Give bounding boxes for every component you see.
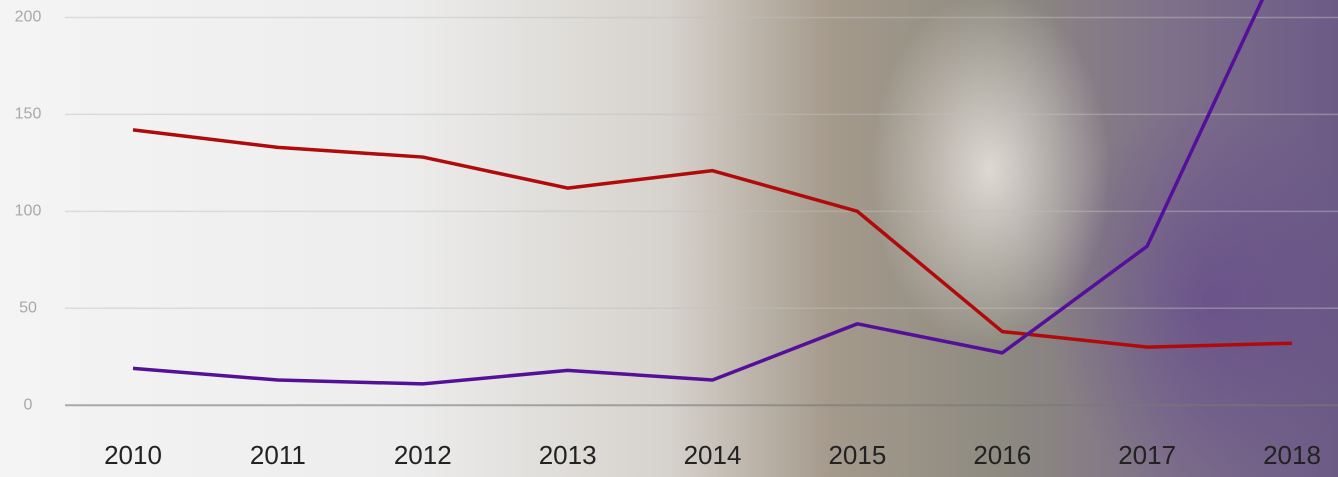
x-tick-label: 2015 [828, 440, 886, 470]
data-line [133, 0, 1292, 384]
x-tick-label: 2016 [973, 440, 1031, 470]
x-tick-label: 2017 [1118, 440, 1176, 470]
y-tick-label: 0 [24, 396, 33, 413]
y-tick-label: 150 [15, 106, 42, 123]
y-tick-label: 50 [19, 300, 37, 317]
page: 0 50 100 150 200 2010 2011 2012 2013 2014 2015 2016… [0, 0, 1338, 477]
chart: 0 50 100 150 200 2010 2011 2012 2013 2014 2015 2016… [0, 0, 1338, 477]
y-tick-label: 200 [15, 9, 42, 26]
x-tick-label: 2011 [250, 440, 306, 470]
data-line [133, 130, 1292, 347]
y-tick-label: 100 [15, 203, 42, 220]
x-tick-label: 2014 [684, 440, 742, 470]
x-tick-label: 2010 [104, 440, 162, 470]
x-tick-label: 2012 [394, 440, 452, 470]
x-tick-label: 2013 [539, 440, 597, 470]
x-tick-label: 2018 [1263, 440, 1321, 470]
